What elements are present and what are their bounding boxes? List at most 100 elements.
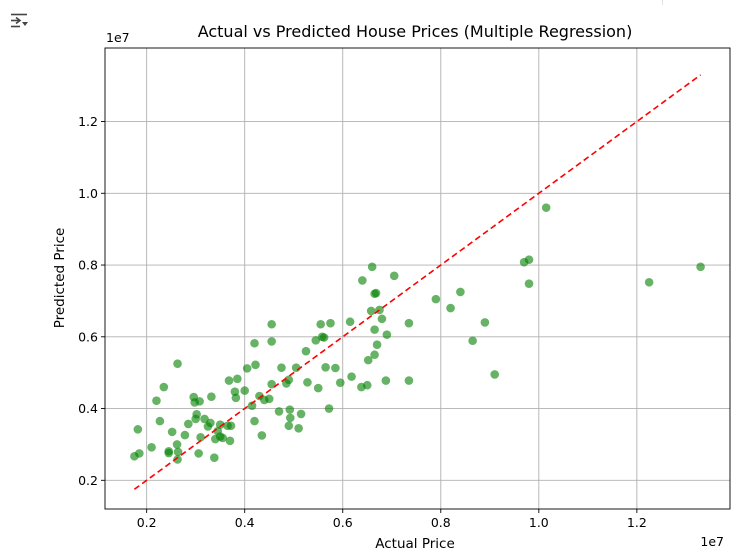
x-tick-label: 0.2 bbox=[137, 515, 157, 530]
data-point bbox=[207, 392, 216, 402]
data-point bbox=[480, 318, 490, 327]
data-point bbox=[264, 394, 274, 404]
data-point bbox=[431, 294, 441, 304]
data-point bbox=[225, 436, 235, 446]
data-point bbox=[371, 288, 381, 298]
reference-line bbox=[133, 74, 702, 490]
data-point bbox=[389, 271, 399, 281]
data-point bbox=[167, 427, 177, 437]
data-point bbox=[321, 362, 330, 372]
data-point bbox=[524, 279, 534, 289]
data-point bbox=[196, 432, 205, 442]
data-point bbox=[456, 287, 465, 297]
data-point bbox=[324, 404, 334, 413]
data-point bbox=[363, 355, 373, 365]
x-tick-label: 1.0 bbox=[529, 515, 549, 530]
data-point bbox=[164, 446, 174, 456]
data-point bbox=[251, 360, 260, 370]
data-point bbox=[372, 340, 382, 349]
y-tick-label: 0.2 bbox=[78, 473, 98, 488]
data-point bbox=[173, 359, 182, 369]
plot-frame bbox=[104, 47, 731, 510]
data-point bbox=[301, 346, 311, 356]
grid bbox=[105, 48, 730, 509]
data-point bbox=[233, 374, 242, 384]
data-point bbox=[296, 409, 306, 419]
data-point bbox=[250, 416, 259, 426]
data-point bbox=[404, 376, 414, 385]
data-point bbox=[313, 383, 323, 393]
data-point bbox=[377, 314, 387, 324]
data-point bbox=[331, 363, 340, 373]
data-point bbox=[367, 262, 377, 272]
data-point bbox=[446, 303, 455, 313]
data-point bbox=[218, 433, 227, 443]
data-point bbox=[180, 430, 190, 440]
data-point bbox=[347, 372, 356, 381]
data-point bbox=[135, 449, 144, 458]
data-point bbox=[242, 364, 252, 373]
x-axis-ticks: 0.2 0.4 0.6 0.8 1.0 1.2 bbox=[137, 509, 647, 530]
data-point bbox=[231, 393, 241, 403]
data-point bbox=[696, 262, 705, 272]
data-point bbox=[240, 386, 250, 395]
data-point bbox=[194, 449, 203, 458]
data-point bbox=[335, 378, 345, 388]
y-tick-label: 0.6 bbox=[78, 329, 98, 344]
y-tick-label: 0.8 bbox=[78, 258, 98, 273]
y-axis-label: Predicted Price bbox=[52, 228, 68, 329]
y-tick-label: 1.0 bbox=[78, 186, 98, 201]
data-point bbox=[524, 255, 534, 264]
y-tick-label: 1.2 bbox=[78, 114, 98, 129]
data-point bbox=[224, 376, 234, 385]
data-point bbox=[152, 396, 161, 405]
top-divider bbox=[662, 0, 663, 5]
x-tick-label: 0.4 bbox=[235, 515, 255, 530]
data-point bbox=[155, 416, 165, 426]
data-point bbox=[358, 276, 367, 285]
data-point bbox=[184, 419, 193, 429]
data-point bbox=[644, 277, 654, 287]
data-point bbox=[172, 440, 182, 449]
data-point bbox=[311, 336, 321, 345]
data-point bbox=[226, 421, 236, 431]
data-point bbox=[381, 376, 391, 385]
data-point bbox=[159, 382, 169, 392]
data-point bbox=[303, 378, 312, 387]
data-point bbox=[215, 420, 225, 429]
data-point bbox=[147, 442, 156, 452]
data-point bbox=[382, 330, 392, 339]
data-point bbox=[370, 350, 379, 360]
data-point bbox=[404, 318, 414, 328]
chart-title: Actual vs Predicted House Prices (Multip… bbox=[198, 22, 633, 41]
data-point bbox=[247, 401, 257, 410]
x-axis-label: Actual Price bbox=[375, 536, 455, 552]
data-point bbox=[206, 418, 215, 428]
data-point bbox=[468, 336, 477, 346]
data-point bbox=[319, 333, 329, 342]
data-point bbox=[210, 453, 219, 462]
data-point bbox=[267, 337, 276, 346]
data-point bbox=[541, 203, 551, 212]
data-point bbox=[274, 407, 284, 416]
x-tick-label: 0.8 bbox=[431, 515, 451, 530]
data-point bbox=[326, 318, 335, 328]
data-point bbox=[284, 421, 294, 431]
x-axis-offset-label: 1e7 bbox=[700, 534, 724, 549]
data-point bbox=[250, 338, 259, 348]
data-point bbox=[195, 397, 204, 406]
y-axis-offset-label: 1e7 bbox=[106, 30, 130, 45]
data-point bbox=[345, 317, 355, 327]
x-tick-label: 1.2 bbox=[627, 515, 647, 530]
data-point bbox=[173, 455, 182, 464]
x-tick-label: 0.6 bbox=[333, 515, 353, 530]
data-points bbox=[130, 203, 705, 464]
data-point bbox=[284, 375, 294, 385]
output-actions-icon[interactable] bbox=[8, 11, 30, 33]
data-point bbox=[285, 413, 295, 423]
data-point bbox=[173, 447, 183, 457]
output-actions-icon-glyph bbox=[11, 13, 28, 28]
y-tick-label: 0.4 bbox=[78, 401, 98, 416]
data-point bbox=[362, 380, 372, 390]
